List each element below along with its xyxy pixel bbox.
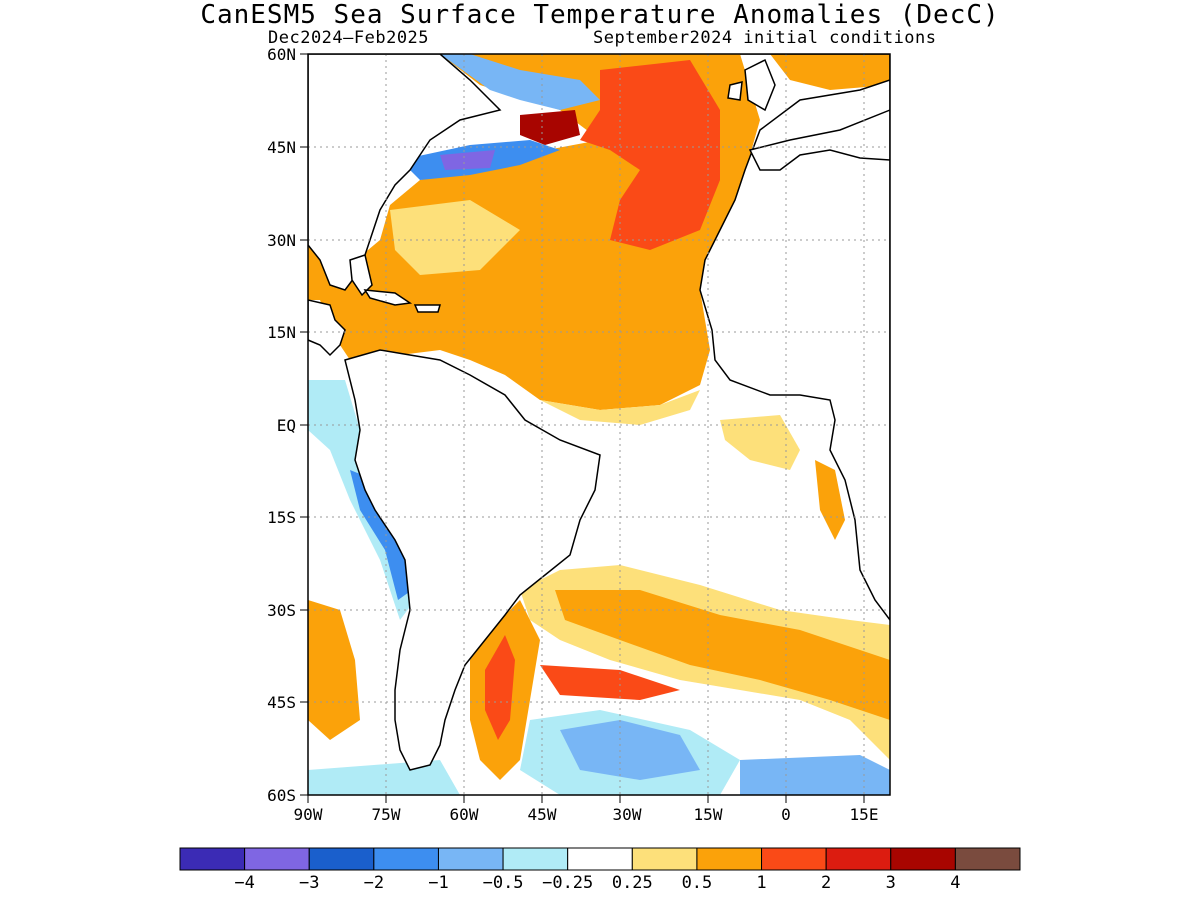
colorbar-swatch xyxy=(631,847,698,871)
colorbar-swatch xyxy=(567,847,633,871)
lon-label: 60W xyxy=(450,805,479,824)
europe xyxy=(748,109,890,171)
anomaly-strong-cool-patch xyxy=(440,150,495,170)
colorbar-swatch xyxy=(696,847,763,871)
colorbar xyxy=(179,847,1021,871)
anomaly-cool-labrador xyxy=(440,54,600,110)
colorbar-label: −0.5 xyxy=(483,873,524,893)
colorbar-swatch xyxy=(890,847,956,871)
lat-label: 15N xyxy=(267,323,296,342)
colorbar-label: 1 xyxy=(756,873,766,893)
lat-label: 45S xyxy=(267,693,296,712)
anomaly-benguela xyxy=(815,460,845,540)
colorbar-label: −3 xyxy=(299,873,319,893)
anomaly-peak-newfoundland xyxy=(520,110,580,145)
colorbar-swatch xyxy=(761,847,827,871)
colorbar-swatch xyxy=(308,847,375,871)
map-title: CanESM5 Sea Surface Temperature Anomalie… xyxy=(200,0,1000,30)
colorbar-label: 0.25 xyxy=(612,873,653,893)
anomaly-southern-cool-east xyxy=(740,755,890,795)
anomaly-cool-humboldt xyxy=(350,470,412,600)
anomaly-warm-south-pacific xyxy=(308,600,360,740)
colorbar-swatch xyxy=(373,847,439,871)
anomaly-south-atlantic-core xyxy=(540,665,680,700)
lon-label: 15W xyxy=(694,805,723,824)
colorbar-label: −4 xyxy=(234,873,254,893)
lon-label: 45W xyxy=(528,805,557,824)
central-america xyxy=(308,299,346,357)
north-america xyxy=(308,54,502,291)
colorbar-labels: −4 −3 −2 −1 −0.5 −0.25 0.25 0.5 1 2 3 4 xyxy=(234,873,960,893)
lat-label: 60S xyxy=(267,786,296,805)
lat-tick-marks xyxy=(300,53,308,796)
lat-label: 15S xyxy=(267,508,296,527)
lon-label: 75W xyxy=(372,805,401,824)
lon-label: 30W xyxy=(613,805,642,824)
lat-label: EQ xyxy=(277,416,296,435)
lon-label: 15E xyxy=(850,805,879,824)
anomaly-southern-cool xyxy=(560,720,700,780)
period-subtitle: Dec2024–Feb2025 xyxy=(268,28,430,48)
longitude-labels: 90W 75W 60W 45W 30W 15W 0 15E xyxy=(294,805,879,824)
lat-label: 30S xyxy=(267,601,296,620)
colorbar-swatch xyxy=(437,847,504,871)
lon-label: 0 xyxy=(781,805,791,824)
colorbar-label: −0.25 xyxy=(542,873,593,893)
anomaly-north-sea xyxy=(770,54,890,90)
colorbar-label: 4 xyxy=(950,873,960,893)
colorbar-label: 2 xyxy=(821,873,831,893)
colorbar-swatch xyxy=(502,847,569,871)
colorbar-swatch xyxy=(179,847,246,871)
lon-label: 90W xyxy=(294,805,323,824)
lat-label: 60N xyxy=(267,45,296,64)
colorbar-swatch xyxy=(825,847,892,871)
lat-label: 45N xyxy=(267,138,296,157)
africa xyxy=(699,54,890,622)
init-subtitle: September2024 initial conditions xyxy=(593,28,937,48)
graticule xyxy=(308,54,890,795)
anomaly-confluence-core xyxy=(485,635,515,740)
colorbar-swatch xyxy=(954,847,1021,871)
colorbar-label: 0.5 xyxy=(682,873,713,893)
lon-tick-marks xyxy=(307,795,865,803)
anomaly-patch-equatorial xyxy=(540,390,700,425)
anomaly-drake-passage-cool xyxy=(308,760,460,795)
colorbar-label: −2 xyxy=(364,873,384,893)
lat-label: 30N xyxy=(267,231,296,250)
anomaly-gulf-of-guinea xyxy=(720,415,800,470)
anomaly-south-atlantic-warm xyxy=(555,590,890,720)
continents xyxy=(308,54,890,771)
latitude-labels: 60N 45N 30N 15N EQ 15S 30S 45S 60S xyxy=(267,45,296,805)
sst-anomaly-field xyxy=(308,54,890,795)
colorbar-label: 3 xyxy=(886,873,896,893)
colorbar-swatch xyxy=(244,847,310,871)
south-america xyxy=(344,349,601,771)
colorbar-label: −1 xyxy=(428,873,448,893)
anomaly-core-north-atlantic xyxy=(580,60,720,250)
anomaly-patch-subtropical xyxy=(390,200,520,275)
